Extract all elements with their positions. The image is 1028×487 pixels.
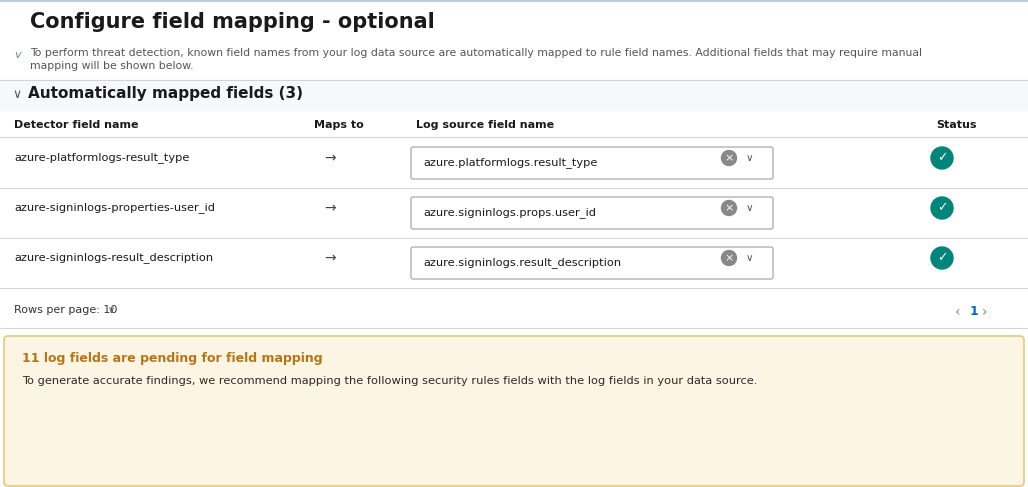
- Text: To generate accurate findings, we recommend mapping the following security rules: To generate accurate findings, we recomm…: [22, 376, 758, 386]
- Text: azure.signinlogs.result_description: azure.signinlogs.result_description: [423, 258, 621, 268]
- Text: 1: 1: [970, 305, 979, 318]
- Text: Automatically mapped fields (3): Automatically mapped fields (3): [28, 86, 303, 101]
- Text: azure-platformlogs-result_type: azure-platformlogs-result_type: [14, 152, 189, 164]
- Text: Status: Status: [937, 120, 977, 130]
- Text: ›: ›: [982, 305, 988, 319]
- Text: ∨: ∨: [745, 253, 752, 263]
- Text: ✓: ✓: [937, 151, 947, 165]
- Circle shape: [931, 197, 953, 219]
- Text: Rows per page: 10: Rows per page: 10: [14, 305, 117, 315]
- FancyBboxPatch shape: [411, 147, 773, 179]
- Text: Detector field name: Detector field name: [14, 120, 139, 130]
- Text: 11 log fields are pending for field mapping: 11 log fields are pending for field mapp…: [22, 352, 323, 365]
- Text: azure.platformlogs.result_type: azure.platformlogs.result_type: [423, 158, 597, 169]
- Text: →: →: [324, 251, 336, 265]
- FancyBboxPatch shape: [411, 247, 773, 279]
- Text: azure.signinlogs.props.user_id: azure.signinlogs.props.user_id: [423, 207, 596, 219]
- Text: →: →: [324, 201, 336, 215]
- Text: →: →: [324, 151, 336, 165]
- FancyBboxPatch shape: [4, 336, 1024, 486]
- Text: ∨: ∨: [745, 203, 752, 213]
- Text: ∨: ∨: [12, 88, 22, 101]
- Circle shape: [722, 250, 736, 265]
- Text: ✓: ✓: [937, 202, 947, 214]
- Text: ×: ×: [725, 203, 734, 213]
- Text: Log source field name: Log source field name: [416, 120, 554, 130]
- FancyBboxPatch shape: [411, 197, 773, 229]
- Text: mapping will be shown below.: mapping will be shown below.: [30, 61, 193, 71]
- Text: Configure field mapping - optional: Configure field mapping - optional: [30, 12, 435, 32]
- Circle shape: [931, 147, 953, 169]
- Text: v: v: [14, 50, 21, 60]
- Text: ∨: ∨: [745, 153, 752, 163]
- Text: ∨: ∨: [108, 305, 115, 315]
- Text: ×: ×: [725, 253, 734, 263]
- Text: Maps to: Maps to: [314, 120, 364, 130]
- Text: ‹: ‹: [955, 305, 960, 319]
- Text: To perform threat detection, known field names from your log data source are aut: To perform threat detection, known field…: [30, 48, 922, 58]
- Text: ✓: ✓: [937, 251, 947, 264]
- Text: ×: ×: [725, 153, 734, 163]
- Bar: [0, 80, 1028, 110]
- Circle shape: [722, 201, 736, 216]
- Text: azure-signinlogs-result_description: azure-signinlogs-result_description: [14, 253, 213, 263]
- Circle shape: [722, 150, 736, 166]
- Circle shape: [931, 247, 953, 269]
- Text: azure-signinlogs-properties-user_id: azure-signinlogs-properties-user_id: [14, 203, 215, 213]
